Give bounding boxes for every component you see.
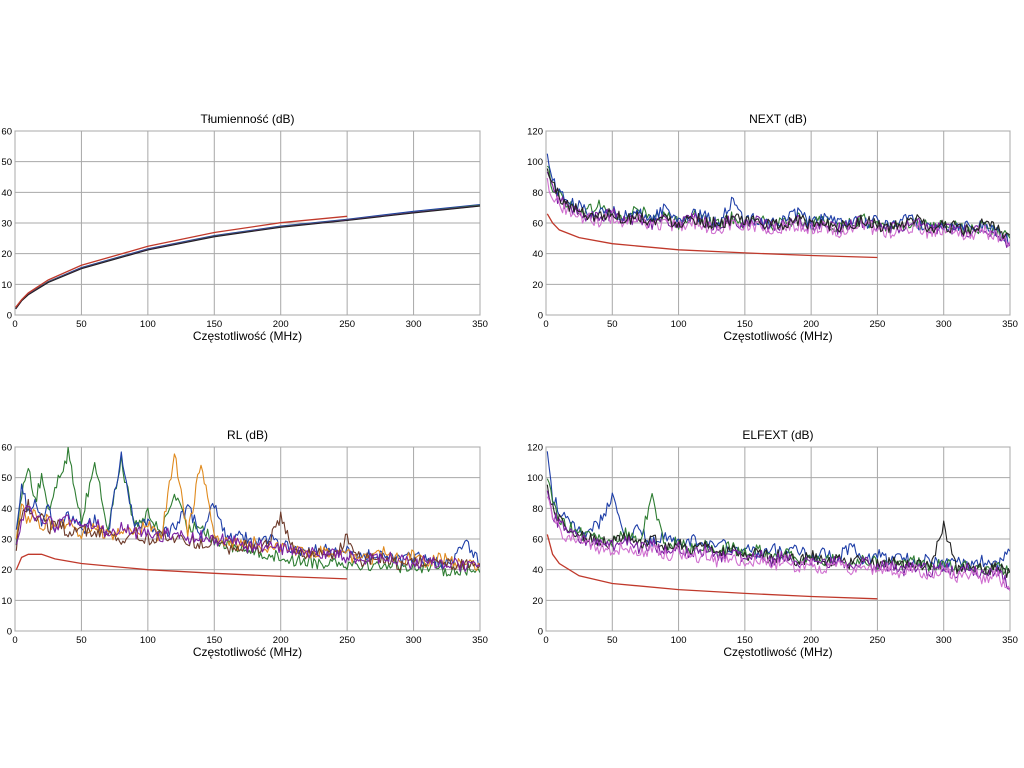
y-tick-label: 80	[532, 188, 543, 199]
x-tick-label: 150	[737, 319, 753, 330]
y-tick-label: 30	[1, 535, 12, 546]
y-tick-label: 60	[1, 443, 12, 454]
series-line	[15, 205, 480, 310]
limit-line	[15, 215, 348, 308]
y-tick-label: 40	[1, 504, 12, 515]
chart-next: 0 50 100 150 200 250 300 350 0 20 40 60 80 100 120 NEXT…	[527, 112, 1018, 343]
x-tick-label: 0	[12, 635, 17, 646]
y-tick-label: 0	[538, 627, 543, 638]
x-tick-label: 50	[607, 635, 618, 646]
chart-title: NEXT (dB)	[749, 112, 807, 126]
y-tick-label: 10	[1, 596, 12, 607]
x-tick-label: 50	[76, 635, 87, 646]
series-line	[15, 447, 480, 577]
x-tick-label: 250	[869, 319, 885, 330]
x-tick-label: 0	[12, 319, 17, 330]
limit-line	[546, 534, 878, 600]
series-line	[15, 451, 480, 569]
series-group	[546, 153, 1010, 259]
x-tick-label: 100	[140, 635, 156, 646]
x-tick-label: 300	[406, 635, 422, 646]
x-tick-label: 250	[869, 635, 885, 646]
y-tick-label: 20	[532, 280, 543, 291]
y-tick-label: 30	[1, 219, 12, 230]
y-tick-label: 20	[532, 596, 543, 607]
chart-rl: 0 50 100 150 200 250 300 350 0 10 20 30 40 50 60 RL (dB…	[1, 428, 488, 659]
chart-elfext: 0 50 100 150 200 250 300 350 0 20 40 60 80 100 120 ELFE…	[527, 428, 1018, 659]
series-group	[15, 447, 480, 580]
series-line	[546, 168, 1010, 239]
chart-title: RL (dB)	[227, 428, 268, 442]
x-axis-label: Częstotliwość (MHz)	[723, 645, 832, 659]
series-line	[546, 490, 1010, 590]
x-tick-label: 100	[671, 319, 687, 330]
x-tick-label: 300	[936, 319, 952, 330]
x-axis-label: Częstotliwość (MHz)	[723, 329, 832, 343]
y-tick-label: 50	[1, 473, 12, 484]
x-tick-label: 350	[1002, 319, 1018, 330]
chart-title: Tłumienność (dB)	[200, 112, 294, 126]
x-tick-label: 50	[607, 319, 618, 330]
chart-attenuation: 0 50 100 150 200 250 300 350 0 10 20 30 40 50 60 Tłumie…	[1, 112, 488, 343]
y-tick-label: 60	[532, 219, 543, 230]
y-tick-label: 40	[1, 188, 12, 199]
x-tick-label: 150	[206, 319, 222, 330]
x-tick-label: 50	[76, 319, 87, 330]
y-tick-label: 20	[1, 565, 12, 576]
x-axis-label: Częstotliwość (MHz)	[193, 329, 302, 343]
x-tick-label: 200	[803, 635, 819, 646]
series-line	[546, 484, 1010, 579]
series-group	[546, 451, 1010, 600]
y-tick-label: 20	[1, 249, 12, 260]
series-line	[546, 177, 1010, 247]
series-line	[15, 505, 480, 572]
x-tick-label: 300	[936, 635, 952, 646]
y-tick-label: 50	[1, 157, 12, 168]
series-line	[546, 171, 1010, 248]
limit-line	[546, 213, 878, 259]
x-tick-label: 0	[543, 319, 548, 330]
x-tick-label: 350	[472, 635, 488, 646]
y-tick-label: 0	[538, 311, 543, 322]
x-tick-label: 350	[472, 319, 488, 330]
chart-title: ELFEXT (dB)	[742, 428, 813, 442]
y-tick-label: 60	[532, 535, 543, 546]
y-tick-label: 40	[532, 249, 543, 260]
y-tick-label: 0	[7, 627, 12, 638]
y-tick-label: 0	[7, 311, 12, 322]
x-tick-label: 150	[737, 635, 753, 646]
x-tick-label: 150	[206, 635, 222, 646]
limit-line	[15, 553, 348, 580]
series-line	[546, 496, 1010, 592]
y-tick-label: 10	[1, 280, 12, 291]
y-tick-label: 80	[532, 504, 543, 515]
x-tick-label: 350	[1002, 635, 1018, 646]
y-tick-label: 120	[527, 127, 543, 138]
y-tick-label: 60	[1, 127, 12, 138]
x-axis-label: Częstotliwość (MHz)	[193, 645, 302, 659]
y-tick-label: 120	[527, 443, 543, 454]
x-tick-label: 0	[543, 635, 548, 646]
x-tick-label: 100	[140, 319, 156, 330]
y-tick-label: 100	[527, 157, 543, 168]
x-tick-label: 200	[803, 319, 819, 330]
x-tick-label: 100	[671, 635, 687, 646]
x-tick-label: 250	[339, 635, 355, 646]
x-tick-label: 300	[406, 319, 422, 330]
series-group	[15, 204, 480, 310]
x-tick-label: 250	[339, 319, 355, 330]
x-tick-label: 200	[273, 319, 289, 330]
x-tick-label: 200	[273, 635, 289, 646]
y-tick-label: 100	[527, 473, 543, 484]
y-tick-label: 40	[532, 565, 543, 576]
